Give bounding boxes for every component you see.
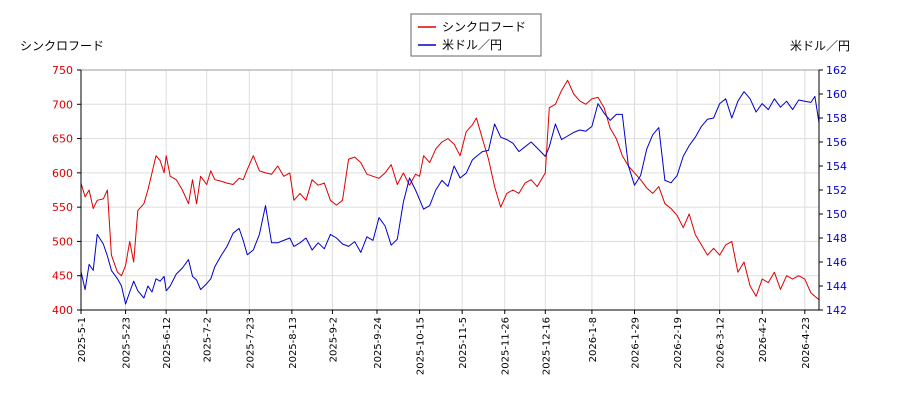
x-tick-label: 2026-4-23	[801, 317, 812, 369]
x-tick-label: 2026-2-19	[673, 317, 684, 369]
series-line-2	[80, 91, 820, 305]
right-axis-title: 米ドル／円	[790, 39, 850, 53]
x-tick-label: 2026-4-2	[758, 317, 769, 362]
left-tick-label: 700	[52, 98, 73, 111]
left-tick-label: 650	[52, 133, 73, 146]
right-tick-label: 148	[826, 232, 847, 245]
x-tick-label: 2026-3-12	[716, 317, 727, 369]
legend-label-series-2: 米ドル／円	[442, 38, 502, 52]
x-tick-label: 2025-5-1	[77, 317, 88, 362]
x-tick-label: 2026-1-8	[588, 317, 599, 362]
left-axis-title: シンクロフード	[20, 39, 104, 53]
left-tick-label: 400	[52, 304, 73, 317]
x-tick-label: 2025-6-12	[162, 317, 173, 369]
right-tick-label: 154	[826, 160, 847, 173]
x-tick-label: 2025-7-23	[245, 317, 256, 369]
left-tick-label: 600	[52, 167, 73, 180]
left-tick-label: 450	[52, 270, 73, 283]
x-tick-label: 2025-9-24	[373, 317, 384, 369]
right-tick-label: 144	[826, 280, 847, 293]
right-tick-label: 142	[826, 304, 847, 317]
legend: シンクロフード 米ドル／円	[410, 13, 542, 57]
right-tick-label: 146	[826, 256, 847, 269]
series-line-1	[80, 79, 820, 301]
left-tick-label: 750	[52, 64, 73, 77]
left-tick-label: 550	[52, 201, 73, 214]
x-tick-label: 2025-10-15	[416, 317, 427, 375]
x-tick-label: 2025-5-23	[122, 317, 133, 369]
legend-box	[410, 13, 542, 57]
series-lines	[80, 79, 820, 305]
x-tick-label: 2025-7-2	[203, 317, 214, 362]
right-tick-label: 156	[826, 136, 847, 149]
axes: 400 450 500 550 600 650 700 750 142 144 146 148 150 1…	[52, 64, 847, 375]
right-tick-label: 152	[826, 184, 847, 197]
x-tick-label: 2025-11-5	[458, 317, 469, 369]
legend-label-series-1: シンクロフード	[442, 20, 526, 34]
x-tick-label: 2025-12-16	[541, 317, 552, 375]
x-tick-label: 2025-11-26	[501, 317, 512, 375]
right-tick-label: 150	[826, 208, 847, 221]
x-tick-label: 2026-1-29	[631, 317, 642, 369]
right-tick-label: 158	[826, 112, 847, 125]
left-tick-label: 500	[52, 235, 73, 248]
right-tick-label: 160	[826, 88, 847, 101]
right-tick-label: 162	[826, 64, 847, 77]
x-tick-label: 2025-8-13	[288, 317, 299, 369]
x-tick-label: 2025-9-2	[328, 317, 339, 362]
